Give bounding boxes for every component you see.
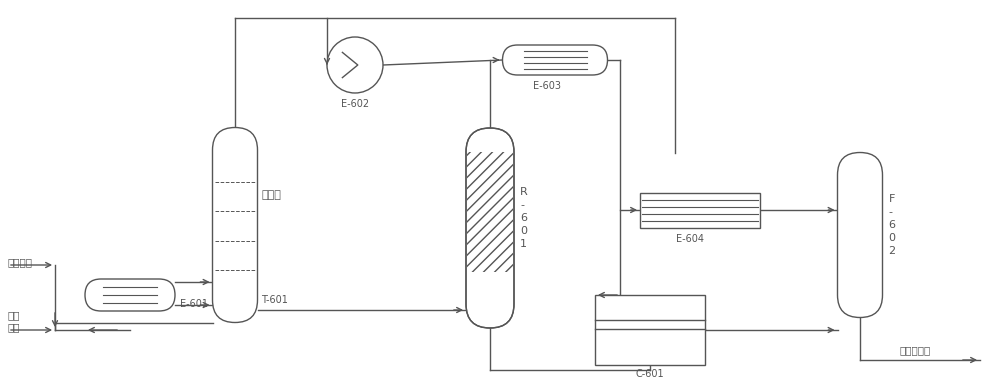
- FancyBboxPatch shape: [212, 128, 258, 322]
- Text: 碳四组分: 碳四组分: [8, 257, 33, 267]
- FancyBboxPatch shape: [503, 45, 608, 75]
- Text: R
-
6
0
1: R - 6 0 1: [520, 187, 528, 249]
- Text: 碳八
组分: 碳八 组分: [8, 310, 20, 332]
- Bar: [595, 295, 705, 365]
- Text: T-601: T-601: [262, 295, 288, 305]
- FancyBboxPatch shape: [466, 128, 514, 328]
- Text: E-601: E-601: [180, 299, 208, 309]
- Text: E-604: E-604: [676, 233, 704, 244]
- Text: 蒸发器: 蒸发器: [262, 190, 281, 200]
- Circle shape: [327, 37, 383, 93]
- Bar: [640, 193, 760, 228]
- Text: F
-
6
0
2: F - 6 0 2: [889, 194, 896, 256]
- FancyBboxPatch shape: [838, 152, 883, 317]
- FancyBboxPatch shape: [85, 279, 175, 311]
- Text: E-602: E-602: [341, 99, 369, 109]
- Bar: [467, 152, 513, 272]
- Text: C-601: C-601: [636, 369, 664, 379]
- Text: E-603: E-603: [533, 81, 561, 91]
- Text: 至精馏工段: 至精馏工段: [900, 345, 931, 355]
